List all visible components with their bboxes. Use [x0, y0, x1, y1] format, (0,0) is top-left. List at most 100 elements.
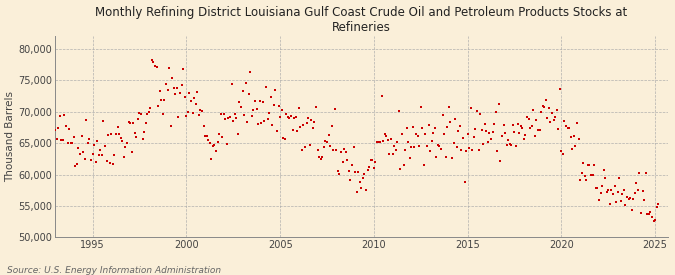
Point — [481, 129, 492, 133]
Point — [650, 218, 661, 222]
Point — [232, 132, 243, 136]
Point — [517, 126, 528, 130]
Point — [403, 140, 414, 144]
Point — [462, 132, 473, 136]
Point — [334, 171, 345, 176]
Point — [140, 120, 151, 125]
Point — [537, 104, 548, 109]
Point — [290, 115, 301, 119]
Point — [51, 136, 62, 141]
Point — [122, 141, 132, 145]
Point — [292, 129, 302, 133]
Point — [572, 121, 583, 125]
Point — [67, 141, 78, 145]
Point — [573, 137, 584, 141]
Point — [464, 145, 475, 150]
Point — [417, 126, 428, 130]
Point — [479, 122, 490, 126]
Point — [78, 150, 88, 155]
Point — [375, 140, 385, 144]
Point — [472, 108, 483, 113]
Point — [130, 130, 140, 135]
Point — [68, 134, 79, 139]
Point — [329, 106, 340, 111]
Point — [566, 135, 576, 139]
Point — [379, 131, 390, 136]
Point — [98, 118, 109, 123]
Point — [508, 123, 518, 127]
Point — [105, 161, 115, 165]
Point — [539, 104, 549, 109]
Point — [139, 130, 150, 134]
Point — [616, 199, 626, 204]
Point — [523, 117, 534, 121]
Point — [618, 188, 629, 192]
Point — [470, 126, 481, 131]
Point — [217, 135, 227, 140]
Point — [497, 134, 508, 138]
Point — [132, 117, 143, 121]
Point — [61, 124, 72, 128]
Point — [641, 170, 651, 175]
Point — [236, 105, 246, 110]
Point — [250, 98, 261, 103]
Point — [348, 145, 359, 149]
Point — [373, 140, 384, 144]
Point — [467, 148, 478, 152]
Point — [608, 192, 618, 196]
Point — [387, 152, 398, 156]
Point — [144, 110, 155, 114]
Point — [526, 123, 537, 128]
Point — [631, 180, 642, 185]
Point — [202, 138, 213, 142]
Point — [468, 134, 479, 139]
Point — [278, 136, 289, 140]
Point — [59, 113, 70, 117]
Point — [551, 108, 562, 112]
Point — [360, 188, 371, 192]
Point — [209, 142, 220, 147]
Point — [428, 131, 439, 135]
Point — [175, 90, 186, 95]
Point — [275, 115, 286, 120]
Point — [103, 133, 113, 137]
Point — [378, 139, 389, 144]
Point — [359, 172, 370, 176]
Point — [314, 155, 325, 159]
Point — [553, 127, 564, 131]
Point — [192, 90, 202, 94]
Point — [153, 104, 163, 109]
Point — [412, 134, 423, 138]
Point — [157, 112, 168, 116]
Point — [353, 170, 364, 174]
Point — [614, 176, 624, 181]
Point — [344, 168, 354, 173]
Point — [333, 169, 344, 173]
Point — [90, 160, 101, 164]
Point — [57, 138, 68, 142]
Point — [298, 122, 309, 127]
Point — [495, 158, 506, 163]
Point — [300, 145, 310, 149]
Point — [54, 114, 65, 118]
Point — [137, 137, 148, 141]
Point — [502, 143, 512, 148]
Point — [128, 121, 138, 125]
Point — [155, 89, 165, 94]
Point — [409, 145, 420, 149]
Point — [408, 125, 418, 130]
Point — [151, 64, 162, 69]
Point — [284, 116, 295, 120]
Point — [431, 154, 441, 159]
Point — [637, 189, 648, 193]
Point — [645, 210, 656, 214]
Point — [118, 155, 129, 160]
Point — [109, 153, 119, 157]
Point — [604, 202, 615, 206]
Point — [435, 147, 446, 151]
Point — [279, 137, 290, 142]
Point — [512, 122, 523, 127]
Point — [315, 156, 326, 161]
Point — [136, 112, 146, 117]
Point — [86, 157, 97, 162]
